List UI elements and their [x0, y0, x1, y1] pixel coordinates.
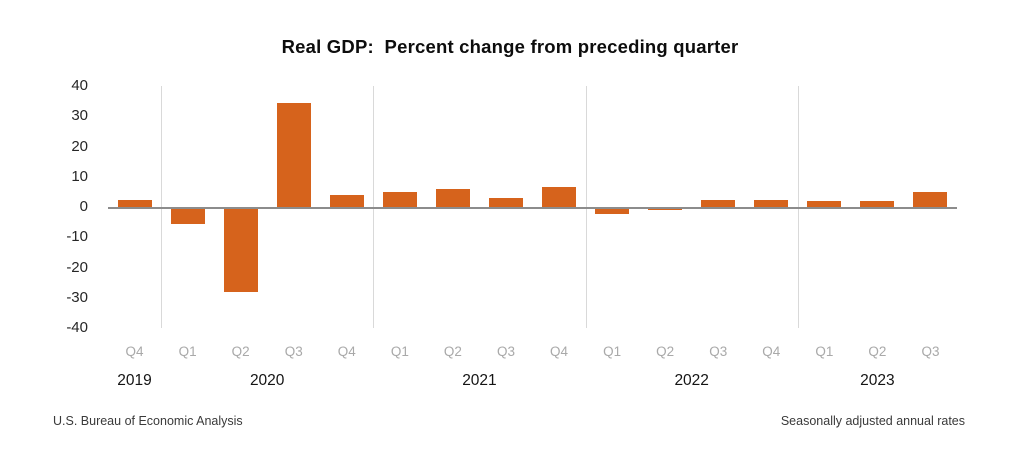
x-axis-quarter-label: Q2: [868, 344, 887, 359]
x-axis-quarter-label: Q3: [921, 344, 940, 359]
bar-2020-Q3: [276, 102, 311, 208]
y-axis-tick-label: 40: [71, 77, 88, 94]
x-axis-year-label: 2019: [117, 372, 152, 389]
adjustment-note: Seasonally adjusted annual rates: [780, 414, 965, 428]
bar-2022-Q1: [595, 207, 630, 214]
y-axis-tick-label: -10: [66, 228, 88, 246]
y-axis-tick-label: 10: [71, 167, 88, 185]
x-axis-quarter-label: Q3: [709, 344, 728, 359]
x-axis-quarter-label: Q4: [762, 344, 781, 359]
bar-2021-Q4: [542, 186, 577, 208]
x-axis-quarter-label: Q1: [390, 344, 409, 359]
x-axis-year-label: 2021: [462, 372, 497, 389]
bar-2022-Q4: [754, 199, 789, 208]
bar-2021-Q1: [382, 192, 417, 208]
y-axis-tick-label: -20: [66, 258, 88, 276]
x-axis-year-label: 2022: [674, 372, 709, 389]
x-axis-quarter-label: Q2: [231, 344, 250, 359]
bar-2023-Q2: [860, 201, 895, 208]
x-axis-quarter-label: Q4: [337, 344, 356, 359]
bar-2021-Q3: [488, 197, 523, 208]
x-axis-quarter-label: Q2: [656, 344, 675, 359]
chart-title: Real GDP: Percent change from preceding …: [281, 36, 739, 57]
x-axis-year-label: 2020: [249, 372, 285, 389]
zero-axis-line: [108, 207, 957, 209]
y-axis-tick-label: 0: [79, 198, 88, 215]
x-axis-quarter-label: Q4: [125, 344, 144, 359]
bar-2023-Q3: [913, 192, 948, 208]
source-attribution: U.S. Bureau of Economic Analysis: [53, 414, 243, 428]
bar-2021-Q2: [435, 189, 470, 208]
y-axis-tick-label: 30: [71, 107, 88, 125]
x-axis-year-label: 2023: [860, 372, 895, 389]
bar-2023-Q1: [807, 201, 842, 208]
x-axis-quarter-label: Q4: [550, 344, 569, 359]
y-axis-tick-label: -40: [66, 319, 88, 336]
x-axis-quarter-label: Q3: [496, 344, 515, 359]
y-axis-tick-label: -30: [66, 288, 88, 306]
x-axis-quarter-label: Q1: [178, 344, 197, 359]
bar-2022-Q3: [701, 199, 736, 208]
x-axis-quarter-label: Q1: [815, 344, 834, 359]
bar-2020-Q2: [223, 207, 258, 293]
y-axis-tick-label: 20: [71, 137, 88, 155]
bar-2020-Q1: [170, 207, 205, 224]
bar-2020-Q4: [329, 195, 364, 208]
x-axis-quarter-label: Q1: [603, 344, 622, 359]
x-axis-quarter-label: Q2: [443, 344, 462, 359]
x-axis-quarter-label: Q3: [284, 344, 303, 359]
bar-2022-Q2: [648, 207, 683, 210]
bar-2019-Q4: [117, 199, 152, 208]
